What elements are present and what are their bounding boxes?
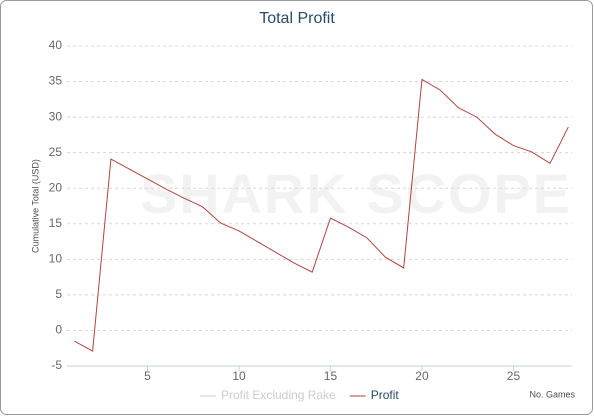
series-line <box>74 78 569 352</box>
y-tick-label: 0 <box>55 323 62 337</box>
x-tick-label: 25 <box>507 369 521 383</box>
y-tick-label: 5 <box>55 287 62 301</box>
chart-title: Total Profit <box>259 10 335 27</box>
y-tick-label: 35 <box>49 74 63 88</box>
y-tick-label: 40 <box>49 38 63 52</box>
y-tick-label: 15 <box>49 216 63 230</box>
y-axis-label: Cumulative Total (USD) <box>30 159 40 253</box>
y-tick-label: 25 <box>49 145 63 159</box>
x-tick-label: 20 <box>415 369 429 383</box>
legend-label[interactable]: Profit Excluding Rake <box>221 388 336 402</box>
y-tick-label: 30 <box>49 109 63 123</box>
x-axis-label: No. Games <box>529 389 575 399</box>
y-tick-label: 20 <box>49 180 63 194</box>
watermark: SHARK SCOPE <box>140 162 570 225</box>
y-tick-label: -5 <box>51 358 62 372</box>
legend-label[interactable]: Profit <box>371 388 400 402</box>
x-tick-label: 5 <box>144 369 151 383</box>
y-tick-label: 10 <box>49 252 63 266</box>
x-tick-label: 15 <box>324 369 338 383</box>
x-tick-label: 10 <box>232 369 246 383</box>
